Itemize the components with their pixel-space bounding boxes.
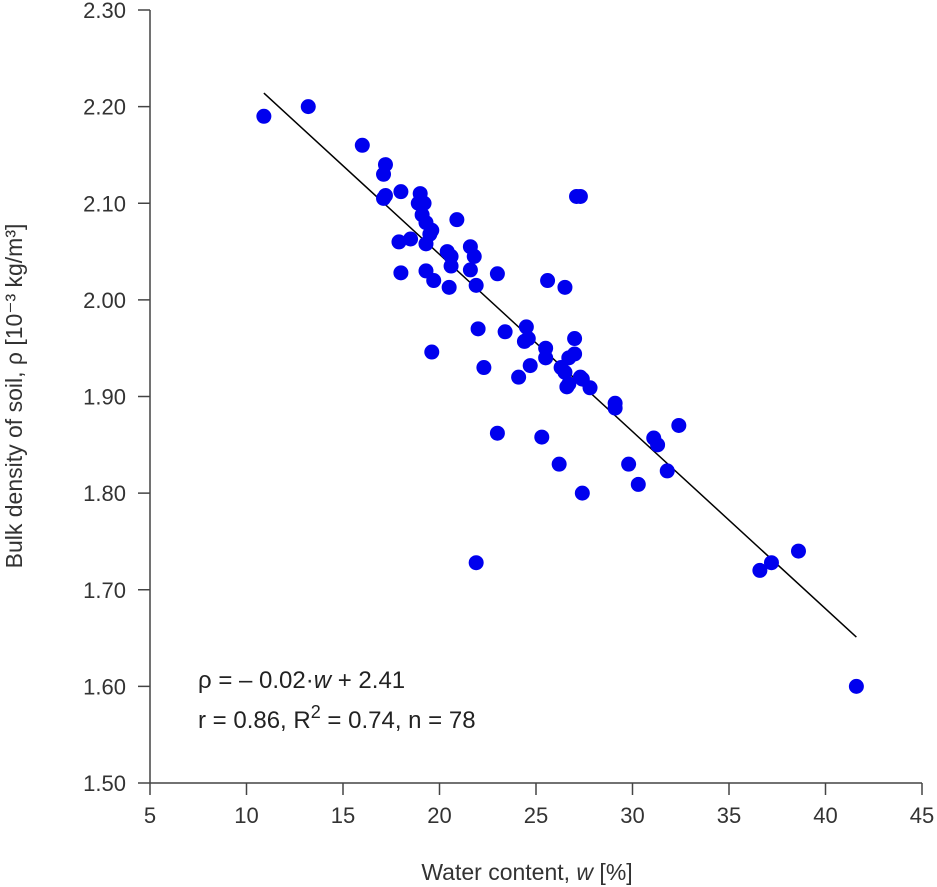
data-point [403,231,419,247]
x-tick-label: 45 [910,803,934,828]
data-point [377,188,393,204]
data-point [659,463,675,479]
data-point [540,273,556,289]
data-point [574,371,590,387]
y-tick-label: 1.80 [83,481,126,506]
data-point [538,350,554,366]
data-point [671,417,687,433]
data-point [256,108,272,124]
y-axis-title: Bulk density of soil, ρ [10⁻³ kg/m³] [1,224,27,569]
data-point [621,456,637,472]
data-point [393,184,409,200]
data-point [468,555,484,571]
data-point [790,543,806,559]
x-tick-label: 40 [813,803,837,828]
data-point [574,485,590,501]
data-point [518,319,534,335]
data-point [300,99,316,115]
x-tick-label: 10 [234,803,258,828]
x-tick-label: 15 [331,803,355,828]
regression-stats: r = 0.86, R2 = 0.74, n = 78 [198,702,476,734]
data-point [489,425,505,441]
data-point [763,555,779,571]
data-point [424,222,440,238]
data-point [466,248,482,264]
data-point [377,157,393,173]
y-tick-label: 2.30 [83,0,126,23]
x-tick-label: 30 [620,803,644,828]
y-axis-ticks: 1.50 1.60 1.70 1.80 1.90 2.00 2.10 2.20 2.30 [83,0,150,796]
x-tick-label: 35 [717,803,741,828]
y-tick-label: 2.20 [83,95,126,120]
y-tick-label: 2.00 [83,288,126,313]
data-point [393,265,409,281]
data-point [443,258,459,274]
y-tick-label: 1.70 [83,578,126,603]
data-point [476,360,492,376]
y-tick-label: 1.50 [83,771,126,796]
data-point [551,456,567,472]
data-point [752,562,768,578]
x-tick-label: 25 [524,803,548,828]
data-point [426,273,442,289]
data-point [470,321,486,337]
data-point [567,346,583,362]
x-tick-label: 5 [144,803,156,828]
data-point [607,400,623,416]
data-point [567,331,583,347]
data-point [489,266,505,282]
data-point [468,277,484,293]
data-point [557,279,573,295]
data-point [354,137,370,153]
data-point [630,476,646,492]
data-point [416,195,432,211]
data-point [441,279,457,295]
data-point [650,437,666,453]
data-points [256,99,864,694]
data-point [520,331,536,347]
data-point [534,429,550,445]
data-point [424,344,440,360]
data-point [848,678,864,694]
data-point [522,358,538,374]
x-axis-ticks: 5 10 15 20 25 30 35 40 45 [144,783,934,828]
data-point [511,369,527,385]
data-point [557,364,573,380]
y-tick-label: 1.90 [83,385,126,410]
data-point [418,236,434,252]
y-tick-label: 2.10 [83,191,126,216]
regression-equation: ρ = – 0.02·w + 2.41 [198,667,405,694]
data-point [449,212,465,228]
data-point [572,188,588,204]
x-tick-label: 20 [427,803,451,828]
data-point [462,262,478,278]
data-point [497,324,513,340]
data-point [561,376,577,392]
data-point [391,234,407,250]
x-axis-title: Water content, w [%] [421,859,632,885]
y-tick-label: 1.60 [83,674,126,699]
